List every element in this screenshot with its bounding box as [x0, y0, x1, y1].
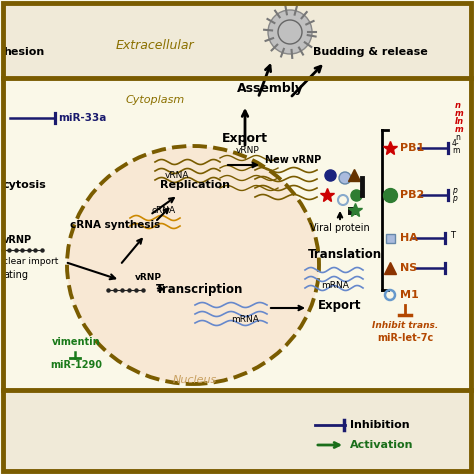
Text: m: m: [452, 146, 459, 155]
Bar: [386, 234, 395, 243]
Text: M1: M1: [400, 290, 419, 300]
Bar: [3, 3, 471, 78]
Text: Export: Export: [222, 131, 268, 145]
Text: n: n: [455, 133, 460, 142]
Text: p: p: [452, 185, 457, 194]
Text: Nucleus: Nucleus: [173, 375, 217, 385]
Text: HA: HA: [400, 233, 418, 243]
Text: cRNA synthesis: cRNA synthesis: [70, 220, 160, 230]
Text: mRNA: mRNA: [231, 316, 259, 325]
Text: Inhibition: Inhibition: [350, 420, 410, 430]
Text: Inhibit trans.: Inhibit trans.: [372, 320, 438, 329]
Text: 4-: 4-: [452, 138, 460, 147]
Text: m: m: [455, 109, 464, 118]
Bar: [348, 207, 356, 215]
Text: PB1: PB1: [400, 143, 424, 153]
Text: Cytoplasm: Cytoplasm: [126, 95, 185, 105]
Bar: [3, 388, 471, 471]
Text: vRNA: vRNA: [165, 171, 190, 180]
Text: Translation: Translation: [308, 248, 382, 262]
Text: mRNA: mRNA: [321, 281, 349, 290]
Text: Activation: Activation: [350, 440, 413, 450]
Text: vRNP: vRNP: [135, 273, 162, 283]
Text: New vRNP: New vRNP: [265, 155, 321, 165]
Text: vimentin: vimentin: [52, 337, 100, 347]
Text: clear import: clear import: [3, 257, 58, 266]
Text: miR-33a: miR-33a: [58, 113, 106, 123]
Text: cRNA: cRNA: [152, 206, 176, 215]
Circle shape: [339, 172, 351, 184]
Text: n: n: [455, 100, 461, 109]
Text: Extracellular: Extracellular: [116, 38, 194, 52]
Text: p: p: [452, 193, 457, 202]
Text: NS: NS: [400, 263, 417, 273]
Text: Budding & release: Budding & release: [313, 47, 428, 57]
Text: Export: Export: [318, 299, 362, 311]
Text: vRNP: vRNP: [236, 146, 260, 155]
Bar: [3, 78, 471, 390]
Text: ating: ating: [3, 270, 28, 280]
Text: miR-1290: miR-1290: [50, 360, 102, 370]
Text: miR-let-7c: miR-let-7c: [377, 333, 433, 343]
Text: PB2: PB2: [400, 190, 424, 200]
Text: hesion: hesion: [3, 47, 44, 57]
Circle shape: [268, 10, 312, 54]
Text: Replication: Replication: [160, 180, 230, 190]
Text: Assembly: Assembly: [237, 82, 303, 94]
Text: m: m: [455, 125, 464, 134]
Text: cytosis: cytosis: [3, 180, 47, 190]
Text: In: In: [455, 117, 464, 126]
Ellipse shape: [67, 146, 319, 384]
Text: vRNP: vRNP: [3, 235, 32, 245]
Text: Transcription: Transcription: [156, 283, 244, 297]
Text: T: T: [450, 230, 455, 239]
Text: Viral protein: Viral protein: [310, 223, 370, 233]
